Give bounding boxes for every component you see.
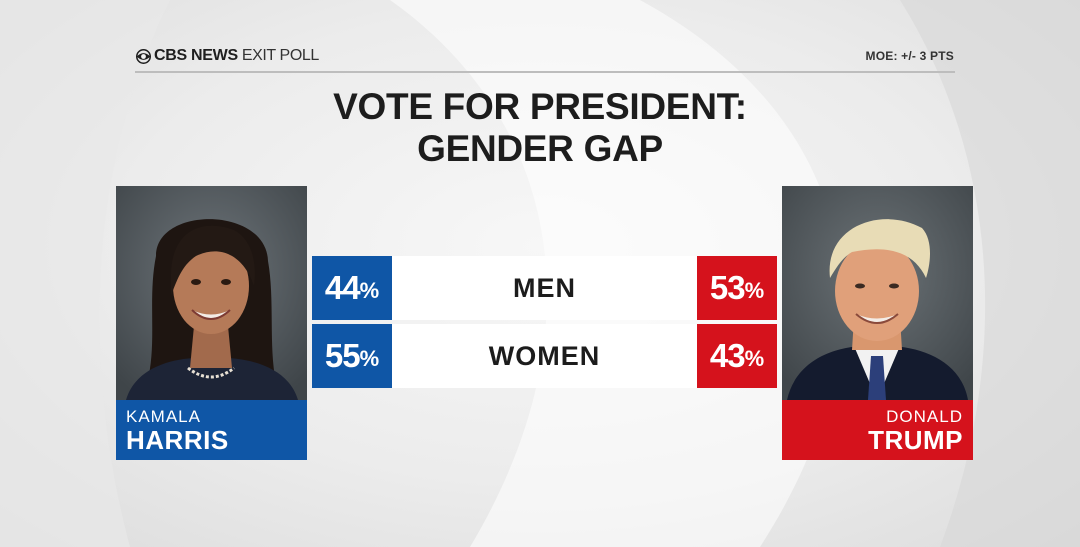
trump-percent: 43% bbox=[697, 324, 777, 388]
harris-percent: 55% bbox=[312, 324, 392, 388]
title-line-1: VOTE FOR PRESIDENT: bbox=[333, 86, 747, 127]
nameplate-trump: DONALD TRUMP bbox=[782, 400, 973, 460]
percent-sign: % bbox=[359, 278, 380, 303]
candidate-card-trump: DONALD TRUMP bbox=[782, 186, 973, 460]
page-title: VOTE FOR PRESIDENT: GENDER GAP bbox=[240, 86, 840, 170]
brand-subtitle: EXIT POLL bbox=[241, 47, 319, 64]
candidate-last-name: TRUMP bbox=[868, 425, 963, 455]
percent-value: 55 bbox=[324, 337, 361, 374]
candidate-card-harris: KAMALA HARRIS bbox=[116, 186, 307, 460]
harris-percent: 44% bbox=[312, 256, 392, 320]
percent-value: 43 bbox=[709, 337, 746, 374]
brand: CBS NEWS EXIT POLL bbox=[136, 45, 319, 67]
percent-sign: % bbox=[744, 346, 765, 371]
brand-name: CBS NEWS bbox=[154, 47, 238, 64]
portrait-harris bbox=[116, 186, 307, 400]
title-line-2: GENDER GAP bbox=[417, 128, 663, 169]
portrait-trump bbox=[782, 186, 973, 400]
percent-value: 53 bbox=[709, 269, 746, 306]
nameplate-harris: KAMALA HARRIS bbox=[116, 400, 307, 460]
row-label: WOMEN bbox=[488, 340, 601, 371]
margin-of-error: MOE: +/- 3 PTS bbox=[865, 49, 954, 63]
person-portrait-icon bbox=[782, 186, 973, 400]
result-row-women: 55% WOMEN 43% bbox=[312, 324, 777, 388]
person-portrait-icon bbox=[116, 186, 307, 400]
percent-sign: % bbox=[359, 346, 380, 371]
trump-percent: 53% bbox=[697, 256, 777, 320]
percent-value: 44 bbox=[324, 269, 361, 306]
candidate-first-name: DONALD bbox=[886, 407, 963, 426]
result-row-men: 44% MEN 53% bbox=[312, 256, 777, 320]
candidate-last-name: HARRIS bbox=[126, 425, 229, 455]
percent-sign: % bbox=[744, 278, 765, 303]
row-label: MEN bbox=[513, 272, 576, 303]
candidate-first-name: KAMALA bbox=[126, 407, 201, 426]
cbs-eye-logo bbox=[136, 48, 151, 64]
header-divider bbox=[135, 71, 955, 73]
